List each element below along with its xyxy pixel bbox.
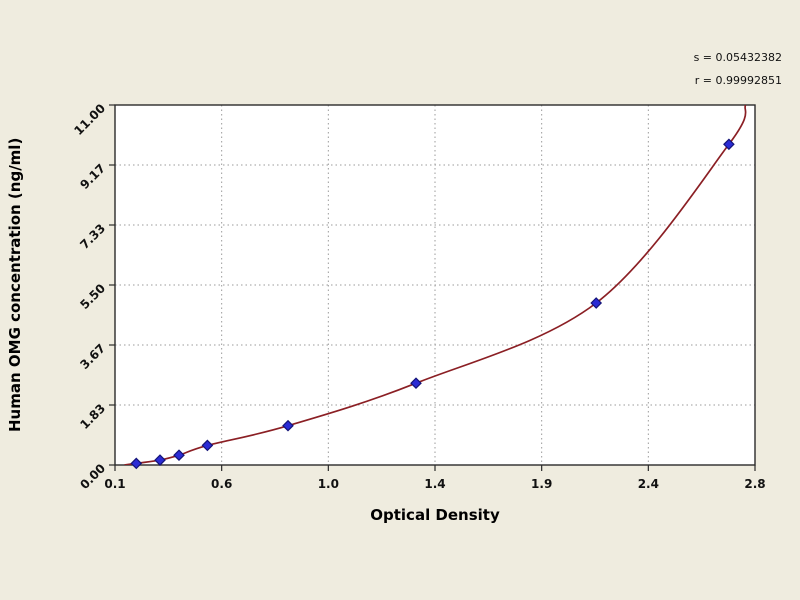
x-tick-label: 0.1	[104, 477, 125, 491]
data-point-marker	[173, 449, 185, 462]
x-tick-label: 2.8	[744, 477, 765, 491]
stat-r-value: r = 0.99992851	[694, 74, 782, 88]
stat-s-value: s = 0.05432382	[693, 51, 782, 64]
x-tick-label: 1.0	[318, 477, 339, 491]
plot-frame	[114, 104, 756, 466]
data-point-marker	[410, 377, 422, 390]
data-point-marker	[201, 439, 214, 452]
y-axis-label: Human OMG concentration (ng/ml)	[6, 137, 24, 433]
x-tick-label: 1.4	[424, 477, 445, 491]
data-point-marker	[154, 454, 166, 466]
data-point-marker	[590, 297, 603, 309]
y-tick-label: 1.83	[77, 401, 108, 432]
x-tick-label: 2.4	[638, 477, 659, 491]
y-tick-label: 3.67	[77, 341, 108, 372]
y-tick-label: 7.33	[77, 221, 108, 252]
fit-statistics: s = 0.05432382 r = 0.99992851	[694, 46, 782, 92]
y-tick-label: 5.50	[77, 281, 108, 312]
data-point-marker	[723, 138, 735, 151]
data-point-marker	[130, 457, 143, 470]
data-point-marker	[282, 419, 294, 432]
x-tick-label: 1.9	[531, 477, 552, 491]
x-axis-label: Optical Density	[370, 506, 500, 524]
y-tick-label: 11.00	[71, 101, 108, 138]
x-tick-label: 0.6	[211, 477, 232, 491]
y-tick-label: 9.17	[77, 161, 108, 192]
